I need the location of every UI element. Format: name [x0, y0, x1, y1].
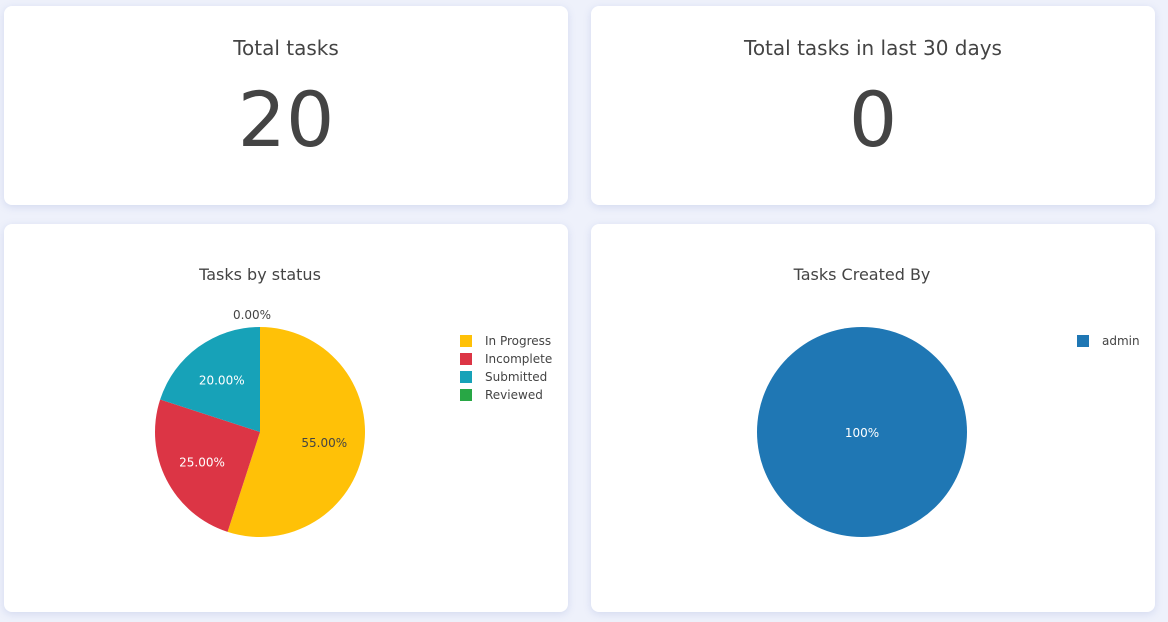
total-tasks-last-30-days-card: Total tasks in last 30 days 0 — [591, 6, 1155, 205]
legend-item-admin[interactable]: admin — [1077, 334, 1140, 348]
legend-swatch — [460, 335, 472, 347]
pie-label-reviewed: 0.00% — [233, 308, 271, 322]
total-tasks-value: 20 — [237, 75, 335, 164]
total-tasks-last-30-days-title: Total tasks in last 30 days — [744, 36, 1002, 60]
legend-swatch — [460, 371, 472, 383]
total-tasks-title: Total tasks — [233, 36, 339, 60]
pie-slice-incomplete[interactable] — [155, 399, 260, 532]
chart-title: Tasks Created By — [793, 265, 931, 284]
legend-label: Reviewed — [485, 388, 543, 402]
legend-swatch — [460, 389, 472, 401]
total-tasks-card: Total tasks 20 — [4, 6, 568, 205]
pie-label-incomplete: 25.00% — [179, 456, 225, 470]
legend-swatch — [460, 353, 472, 365]
pie-slice-submitted[interactable] — [160, 327, 260, 432]
tasks-created-by-card: Tasks Created By 100% admin — [591, 224, 1155, 612]
pie-label-in-progress: 55.00% — [301, 436, 347, 450]
pie-slice-admin[interactable] — [757, 327, 967, 537]
legend-item-incomplete[interactable]: Incomplete — [460, 352, 552, 366]
pie-slice-in-progress[interactable] — [227, 327, 365, 537]
legend-item-submitted[interactable]: Submitted — [460, 370, 547, 384]
pie-label-admin: 100% — [845, 426, 879, 440]
tasks-by-status-card: Tasks by status 55.00% In Progress 25.00% In… — [4, 224, 568, 612]
legend-item-in-progress[interactable]: In Progress — [460, 334, 551, 348]
legend-label: admin — [1102, 334, 1140, 348]
legend-label: Submitted — [485, 370, 547, 384]
legend-label: In Progress — [485, 334, 551, 348]
pie-label-submitted: 20.00% — [199, 373, 245, 387]
legend-swatch — [1077, 335, 1089, 347]
total-tasks-last-30-days-value: 0 — [848, 75, 898, 164]
legend-item-reviewed[interactable]: Reviewed — [460, 388, 543, 402]
tasks-by-status-chart: Tasks by status 55.00% In Progress 25.00% In… — [155, 265, 552, 537]
chart-title: Tasks by status — [198, 265, 321, 284]
tasks-created-by-chart: Tasks Created By 100% admin — [757, 265, 1140, 537]
legend-label: Incomplete — [485, 352, 552, 366]
